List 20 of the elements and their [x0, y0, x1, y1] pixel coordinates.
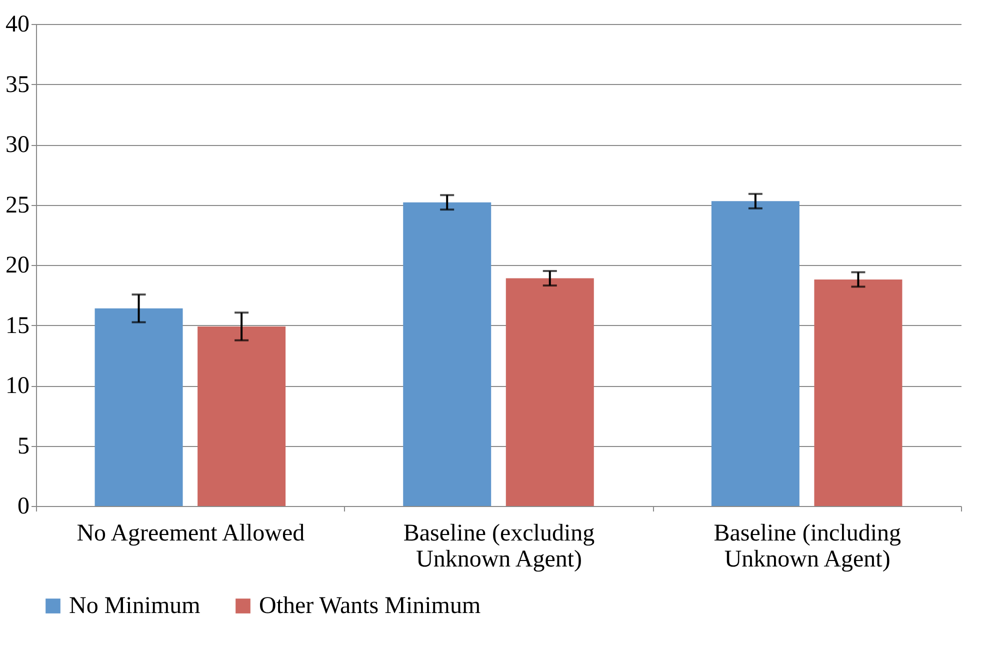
legend-label: Other Wants Minimum [259, 593, 481, 619]
y-tick-label: 0 [18, 494, 30, 520]
y-tick-label: 20 [6, 252, 30, 278]
y-tick-label: 5 [18, 433, 30, 460]
y-tick-label: 10 [6, 373, 30, 399]
y-tick-label: 15 [6, 312, 30, 339]
legend-label: No Minimum [69, 593, 201, 619]
bar [506, 278, 594, 506]
x-tick-label: No Agreement Allowed [76, 520, 305, 546]
x-tick-label: Baseline (including Unknown Agent) [714, 520, 901, 572]
y-tick-label: 30 [6, 132, 30, 158]
x-tick-label: Baseline (excluding Unknown Agent) [403, 520, 595, 572]
y-tick-label: 40 [6, 12, 30, 38]
y-tick-label: 35 [6, 72, 30, 98]
y-tick-label: 25 [6, 192, 30, 218]
bar [711, 201, 800, 506]
bar [198, 326, 286, 506]
bar [403, 202, 492, 506]
bar [814, 279, 902, 506]
bar [94, 308, 183, 506]
